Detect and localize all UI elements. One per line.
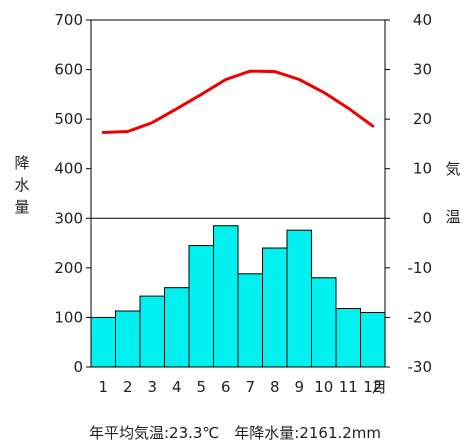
precipitation-tick-label: 300 xyxy=(54,209,83,227)
month-label: 8 xyxy=(270,378,280,396)
precipitation-title-char: 水 xyxy=(14,176,29,194)
month-label: 10 xyxy=(314,378,333,396)
temperature-line xyxy=(101,69,375,134)
temperature-tick-label: -10 xyxy=(408,259,433,277)
precipitation-title-char: 降 xyxy=(14,154,29,172)
month-label: 5 xyxy=(196,378,206,396)
temperature-tick-label: 40 xyxy=(413,11,432,29)
temperature-axis-title: 気温 xyxy=(445,160,460,226)
plot-frame xyxy=(90,19,386,368)
precipitation-title-char: 量 xyxy=(14,198,29,216)
temperature-tick-label: 10 xyxy=(413,160,432,178)
month-unit-label: 月 xyxy=(372,378,387,396)
month-label: 6 xyxy=(221,378,231,396)
temperature-tick-label: 30 xyxy=(413,61,432,79)
precipitation-tick-label: 200 xyxy=(54,259,83,277)
month-label: 4 xyxy=(172,378,182,396)
precipitation-tick-label: 700 xyxy=(54,11,83,29)
precipitation-axis: 0 100 200 300 400 500 600 700 xyxy=(54,11,91,376)
precipitation-bars xyxy=(90,225,386,368)
month-label: 7 xyxy=(245,378,255,396)
precipitation-axis-title: 降水量 xyxy=(14,154,29,216)
precipitation-bar xyxy=(90,316,116,368)
temperature-title-char: 気 xyxy=(445,160,460,178)
month-label: 1 xyxy=(98,378,108,396)
temperature-tick-label: 0 xyxy=(422,209,432,227)
month-label: 9 xyxy=(294,378,304,396)
precipitation-tick-label: 600 xyxy=(54,61,83,79)
month-label: 2 xyxy=(123,378,133,396)
temperature-tick-label: -20 xyxy=(408,308,433,326)
precipitation-bar xyxy=(335,308,361,368)
temperature-axis: -30 -20 -10 0 10 20 30 40 xyxy=(385,11,432,376)
precipitation-bar xyxy=(311,277,337,368)
month-label: 12 xyxy=(363,378,382,396)
month-label: 11 xyxy=(339,378,358,396)
precipitation-bar xyxy=(360,311,386,368)
climate-summary: 年平均気温:23.3℃ 年降水量:2161.2mm xyxy=(88,424,382,442)
temperature-tick-label: 20 xyxy=(413,110,432,128)
climate-chart: 0 100 200 300 400 500 600 700 -30 -20 -10 0 10 20 30 4… xyxy=(14,11,460,396)
precipitation-bar xyxy=(237,273,263,368)
precipitation-tick-label: 100 xyxy=(54,308,83,326)
precipitation-bar xyxy=(164,287,190,368)
precipitation-bar xyxy=(139,295,165,368)
temperature-title-char: 温 xyxy=(445,208,460,226)
temperature-tick-label: -30 xyxy=(408,358,433,376)
precipitation-tick-label: 500 xyxy=(54,110,83,128)
precipitation-bar xyxy=(286,229,312,368)
month-axis: 1 2 3 4 5 6 7 8 9 10 11 12月 xyxy=(98,378,387,396)
month-label: 3 xyxy=(147,378,157,396)
precipitation-bar xyxy=(213,225,239,368)
precipitation-tick-label: 400 xyxy=(54,160,83,178)
precipitation-bar xyxy=(188,245,214,368)
precipitation-bar xyxy=(115,310,141,368)
precipitation-bar xyxy=(262,247,288,368)
precipitation-tick-label: 0 xyxy=(73,358,83,376)
